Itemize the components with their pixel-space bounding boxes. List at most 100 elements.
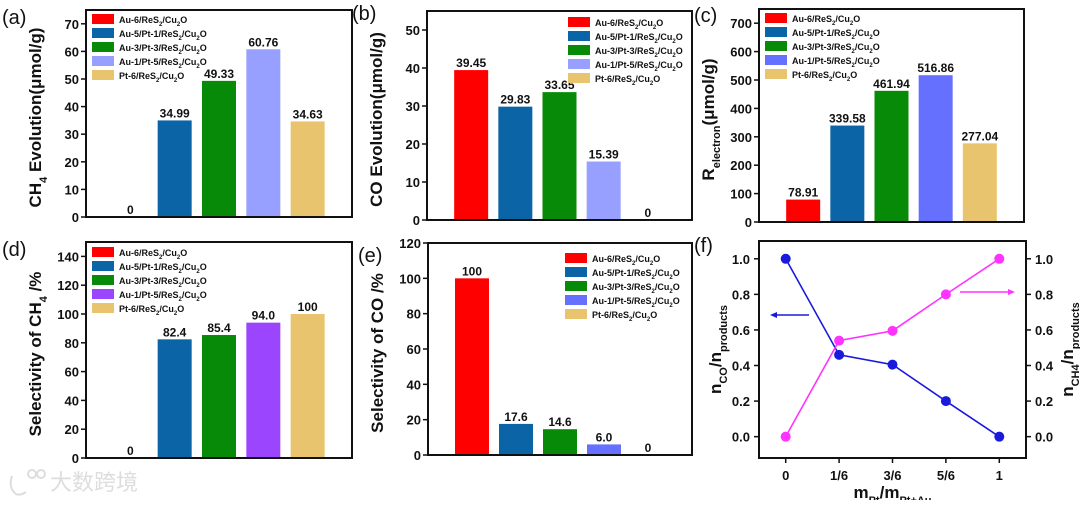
legend-swatch [568, 45, 590, 55]
bar [586, 161, 621, 220]
legend-label: Au-5/Pt-1/ReS2/Cu2O [119, 262, 207, 275]
legend-swatch [568, 31, 590, 41]
y-tick-label-right: 0.6 [1035, 323, 1053, 338]
y-tick-label-right: 0.4 [1035, 359, 1054, 374]
y-tick-label: 100 [57, 307, 79, 322]
legend-label: Au-5/Pt-1/ReS2/Cu2O [119, 29, 207, 42]
panel-d: (d) 0 82.4 85.4 94.0 100 0 20 40 60 80 100 120 140 Au-… [2, 239, 353, 466]
panel-c: (c) 78.91 339.58 461.94 516.86 277.04 0 100 200 3… [694, 5, 1025, 230]
legend-swatch [92, 275, 114, 285]
legend-label: Au-6/ReS2/Cu2O [119, 248, 187, 261]
y-tick-label: 30 [65, 127, 79, 142]
y-tick-label-left: 0.6 [732, 323, 750, 338]
data-label: 277.04 [961, 129, 998, 143]
y-tick-label: 50 [65, 72, 79, 87]
legend-swatch [765, 13, 787, 23]
y-tick-label: 40 [65, 100, 79, 115]
y-tick-label: 0 [414, 448, 421, 463]
legend-swatch [568, 17, 590, 27]
legend-swatch [92, 70, 114, 80]
x-tick-label: 5/6 [937, 468, 955, 483]
y-tick-label-left: 1.0 [732, 252, 750, 267]
plot-frame [758, 8, 1025, 223]
y-tick-label: 70 [65, 17, 79, 32]
bar [454, 70, 489, 220]
y-tick-label-right: 0.8 [1035, 287, 1053, 302]
x-tick-label: 0 [782, 468, 789, 483]
y-tick-label: 140 [57, 249, 79, 264]
y-tick-label: 10 [65, 182, 79, 197]
data-label: 94.0 [252, 309, 276, 323]
y-tick-label: 400 [730, 101, 752, 116]
legend-label: Au-5/Pt-1/ReS2/Cu2O [595, 32, 683, 45]
legend-label: Au-6/ReS2/Cu2O [595, 18, 663, 31]
data-label: 29.83 [500, 93, 530, 107]
left-arrowhead-icon [770, 312, 777, 318]
bar [202, 335, 236, 458]
y-tick-label-left: 0.0 [732, 430, 750, 445]
plot-frame [85, 9, 353, 218]
legend-label: Au-5/Pt-1/ReS2/Cu2O [792, 28, 880, 41]
data-label: 516.86 [917, 61, 954, 75]
y-tick-label: 10 [406, 175, 420, 190]
legend-label: Au-1/Pt-5/ReS2/Cu2O [119, 57, 207, 70]
bar [542, 92, 577, 220]
data-label: 100 [298, 300, 318, 314]
data-point [887, 359, 898, 370]
y-tick-label: 80 [407, 307, 421, 322]
y-tick-label: 50 [406, 23, 420, 38]
bar [498, 106, 533, 220]
x-axis-title: mPt/mPt+Au [853, 483, 931, 500]
y-tick-label: 30 [406, 99, 420, 114]
legend-label: Au-3/Pt-3/ReS2/Cu2O [592, 282, 680, 295]
panel-label: (e) [358, 245, 382, 267]
legend-swatch [92, 261, 114, 271]
legend-label: Au-5/Pt-1/ReS2/Cu2O [592, 268, 680, 281]
legend-swatch [565, 295, 587, 305]
data-point [834, 335, 845, 346]
bar [918, 75, 953, 222]
y-tick-label: 60 [65, 365, 79, 380]
y-tick-label-left: 0.2 [732, 394, 750, 409]
legend-label: Au-6/ReS2/Cu2O [792, 14, 860, 27]
legend-swatch [92, 56, 114, 66]
y-tick-label: 20 [407, 413, 421, 428]
bar [587, 444, 621, 455]
data-label: 339.58 [829, 112, 866, 126]
plot-frame [427, 242, 693, 456]
data-point [834, 349, 845, 360]
plot-frame [85, 241, 353, 459]
bar [874, 90, 909, 222]
data-point [994, 431, 1005, 442]
bar [786, 199, 821, 222]
data-point [780, 431, 791, 442]
legend-label: Au-3/Pt-3/ReS2/Cu2O [792, 42, 880, 55]
y-tick-label: 300 [730, 130, 752, 145]
y-axis-title: CH4 Evolution(μmol/g) [26, 28, 50, 208]
y-tick-label: 0 [413, 213, 420, 228]
legend-label: Au-6/ReS2/Cu2O [592, 254, 660, 267]
y-axis-title: Selectivity of CH4 /% [26, 272, 50, 437]
bar [202, 80, 236, 217]
legend-swatch [568, 73, 590, 83]
legend-label: Pt-6/ReS2/Cu2O [792, 70, 857, 83]
data-label: 0 [644, 206, 651, 220]
bar [830, 125, 865, 222]
legend-label: Pt-6/ReS2/Cu2O [592, 310, 657, 323]
y-tick-label-right: 1.0 [1035, 252, 1053, 267]
bar [157, 120, 192, 217]
bar [499, 423, 533, 455]
data-label: 33.65 [544, 78, 574, 92]
legend-label: Pt-6/ReS2/Cu2O [119, 304, 184, 317]
data-point [940, 396, 951, 407]
bar [543, 429, 577, 455]
y-tick-label: 20 [65, 155, 79, 170]
y-tick-label: 500 [730, 73, 752, 88]
y-tick-label: 700 [730, 16, 752, 31]
y-tick-label: 0 [72, 210, 79, 225]
y-tick-label: 200 [730, 158, 752, 173]
data-label: 85.4 [207, 321, 231, 335]
y-tick-label-left: 0.8 [732, 287, 750, 302]
plot-frame [426, 10, 693, 221]
data-label: 14.6 [548, 415, 572, 429]
